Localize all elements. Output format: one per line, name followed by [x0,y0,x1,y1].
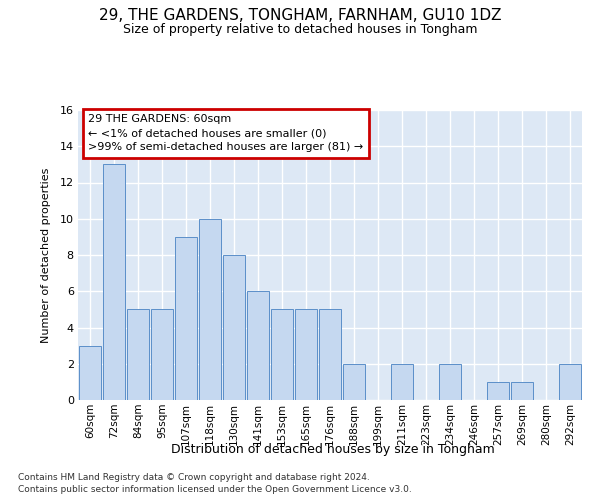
Bar [199,219,221,400]
Text: 29, THE GARDENS, TONGHAM, FARNHAM, GU10 1DZ: 29, THE GARDENS, TONGHAM, FARNHAM, GU10 … [99,8,501,22]
Y-axis label: Number of detached properties: Number of detached properties [41,168,52,342]
Text: Distribution of detached houses by size in Tongham: Distribution of detached houses by size … [171,442,495,456]
Text: 29 THE GARDENS: 60sqm
← <1% of detached houses are smaller (0)
>99% of semi-deta: 29 THE GARDENS: 60sqm ← <1% of detached … [88,114,364,152]
Bar [391,364,413,400]
Text: Contains HM Land Registry data © Crown copyright and database right 2024.: Contains HM Land Registry data © Crown c… [18,472,370,482]
Bar [127,310,149,400]
Text: Contains public sector information licensed under the Open Government Licence v3: Contains public sector information licen… [18,485,412,494]
Bar [439,364,461,400]
Bar [343,364,365,400]
Bar [151,310,173,400]
Bar [319,310,341,400]
Bar [271,310,293,400]
Bar [223,255,245,400]
Bar [247,291,269,400]
Bar [175,237,197,400]
Bar [487,382,509,400]
Bar [511,382,533,400]
Bar [559,364,581,400]
Bar [103,164,125,400]
Text: Size of property relative to detached houses in Tongham: Size of property relative to detached ho… [123,22,477,36]
Bar [79,346,101,400]
Bar [295,310,317,400]
